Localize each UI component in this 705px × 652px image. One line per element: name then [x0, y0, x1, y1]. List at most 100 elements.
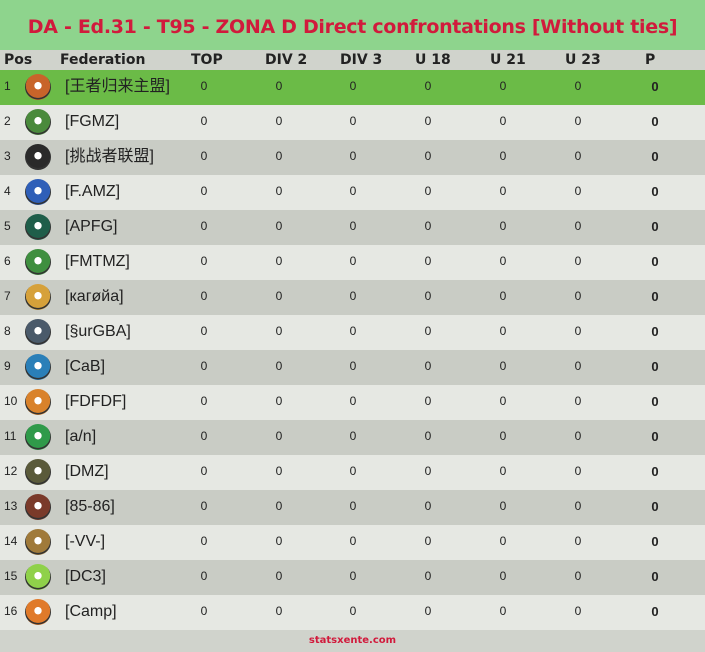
- cell-div2: 0: [275, 324, 283, 338]
- cell-u23: 0: [574, 114, 582, 128]
- federation-name[interactable]: [DMZ]: [65, 463, 109, 480]
- table-row[interactable]: 11 [a/n] 0 0 0 0 0 0 0: [0, 420, 705, 455]
- federation-crest-icon[interactable]: [25, 459, 51, 485]
- row-position: 14: [4, 534, 18, 548]
- federation-crest-icon[interactable]: [25, 494, 51, 520]
- cell-top: 0: [200, 254, 208, 268]
- cell-u21: 0: [499, 289, 507, 303]
- table-row[interactable]: 15 [DC3] 0 0 0 0 0 0 0: [0, 560, 705, 595]
- federation-crest-icon[interactable]: [25, 144, 51, 170]
- col-header-div2[interactable]: DIV 2: [265, 52, 308, 68]
- federation-crest-icon[interactable]: [25, 74, 51, 100]
- col-header-u18[interactable]: U 18: [415, 52, 451, 68]
- federation-name[interactable]: [FDFDF]: [65, 393, 127, 410]
- row-position: 9: [4, 359, 11, 373]
- cell-u21: 0: [499, 604, 507, 618]
- col-header-u21[interactable]: U 21: [490, 52, 526, 68]
- table-row[interactable]: 5 [APFG] 0 0 0 0 0 0 0: [0, 210, 705, 245]
- cell-points: 0: [651, 254, 659, 269]
- table-row[interactable]: 7 [кагøйа] 0 0 0 0 0 0 0: [0, 280, 705, 315]
- cell-top: 0: [200, 569, 208, 583]
- cell-div3: 0: [349, 219, 357, 233]
- federation-name[interactable]: [挑战者联盟]: [65, 148, 154, 165]
- cell-u18: 0: [424, 429, 432, 443]
- col-header-u23[interactable]: U 23: [565, 52, 601, 68]
- cell-u23: 0: [574, 79, 582, 93]
- table-row[interactable]: 1 [王者归来主盟] 0 0 0 0 0 0 0: [0, 70, 705, 105]
- cell-div3: 0: [349, 429, 357, 443]
- federation-crest-icon[interactable]: [25, 564, 51, 590]
- cell-u21: 0: [499, 254, 507, 268]
- cell-u21: 0: [499, 394, 507, 408]
- federation-crest-icon[interactable]: [25, 249, 51, 275]
- federation-name[interactable]: [CaB]: [65, 358, 106, 375]
- federation-crest-icon[interactable]: [25, 424, 51, 450]
- cell-div3: 0: [349, 324, 357, 338]
- cell-u21: 0: [499, 149, 507, 163]
- table-row[interactable]: 9 [CaB] 0 0 0 0 0 0 0: [0, 350, 705, 385]
- table-row[interactable]: 14 [-VV-] 0 0 0 0 0 0 0: [0, 525, 705, 560]
- federation-crest-icon[interactable]: [25, 214, 51, 240]
- federation-crest-icon[interactable]: [25, 109, 51, 135]
- federation-name[interactable]: [F.AMZ]: [65, 183, 121, 200]
- col-header-pos[interactable]: Pos: [4, 52, 33, 68]
- cell-div2: 0: [275, 464, 283, 478]
- table-row[interactable]: 12 [DMZ] 0 0 0 0 0 0 0: [0, 455, 705, 490]
- cell-points: 0: [651, 289, 659, 304]
- table-row[interactable]: 13 [85-86] 0 0 0 0 0 0 0: [0, 490, 705, 525]
- cell-u18: 0: [424, 534, 432, 548]
- federation-name[interactable]: [a/n]: [65, 428, 97, 445]
- federation-crest-icon[interactable]: [25, 599, 51, 625]
- cell-top: 0: [200, 464, 208, 478]
- cell-div3: 0: [349, 534, 357, 548]
- federation-name[interactable]: [кагøйа]: [65, 288, 124, 305]
- federation-crest-icon[interactable]: [25, 354, 51, 380]
- cell-top: 0: [200, 429, 208, 443]
- cell-div2: 0: [275, 534, 283, 548]
- col-header-div3[interactable]: DIV 3: [340, 52, 383, 68]
- cell-points: 0: [651, 219, 659, 234]
- cell-u18: 0: [424, 149, 432, 163]
- table-row[interactable]: 8 [§urGBA] 0 0 0 0 0 0 0: [0, 315, 705, 350]
- federation-name[interactable]: [王者归来主盟]: [65, 78, 170, 95]
- federation-crest-icon[interactable]: [25, 389, 51, 415]
- col-header-federation[interactable]: Federation: [60, 52, 146, 68]
- table-row[interactable]: 10 [FDFDF] 0 0 0 0 0 0 0: [0, 385, 705, 420]
- federation-name[interactable]: [APFG]: [65, 218, 118, 235]
- table-row[interactable]: 3 [挑战者联盟] 0 0 0 0 0 0 0: [0, 140, 705, 175]
- table-row[interactable]: 6 [FMTMZ] 0 0 0 0 0 0 0: [0, 245, 705, 280]
- federation-crest-icon[interactable]: [25, 319, 51, 345]
- table-row[interactable]: 16 [Camp] 0 0 0 0 0 0 0: [0, 595, 705, 630]
- cell-u23: 0: [574, 394, 582, 408]
- row-position: 2: [4, 114, 11, 128]
- federation-crest-icon[interactable]: [25, 529, 51, 555]
- cell-u18: 0: [424, 394, 432, 408]
- federation-name[interactable]: [85-86]: [65, 498, 115, 515]
- row-position: 15: [4, 569, 18, 583]
- federation-name[interactable]: [FGMZ]: [65, 113, 120, 130]
- federation-name[interactable]: [Camp]: [65, 603, 117, 620]
- footer-credit[interactable]: statsxente.com: [308, 635, 397, 646]
- cell-div3: 0: [349, 289, 357, 303]
- federation-crest-icon[interactable]: [25, 284, 51, 310]
- cell-u18: 0: [424, 219, 432, 233]
- cell-points: 0: [651, 324, 659, 339]
- cell-u23: 0: [574, 359, 582, 373]
- federation-name[interactable]: [§urGBA]: [65, 323, 131, 340]
- federation-crest-icon[interactable]: [25, 179, 51, 205]
- federation-name[interactable]: [FMTMZ]: [65, 253, 130, 270]
- cell-div3: 0: [349, 149, 357, 163]
- federation-name[interactable]: [DC3]: [65, 568, 106, 585]
- cell-u21: 0: [499, 79, 507, 93]
- cell-u23: 0: [574, 464, 582, 478]
- cell-points: 0: [651, 114, 659, 129]
- cell-u21: 0: [499, 219, 507, 233]
- row-position: 8: [4, 324, 11, 338]
- col-header-p[interactable]: P: [645, 52, 656, 68]
- col-header-top[interactable]: TOP: [191, 52, 223, 68]
- table-row[interactable]: 4 [F.AMZ] 0 0 0 0 0 0 0: [0, 175, 705, 210]
- table-row[interactable]: 2 [FGMZ] 0 0 0 0 0 0 0: [0, 105, 705, 140]
- cell-u18: 0: [424, 79, 432, 93]
- cell-u23: 0: [574, 149, 582, 163]
- federation-name[interactable]: [-VV-]: [65, 533, 106, 550]
